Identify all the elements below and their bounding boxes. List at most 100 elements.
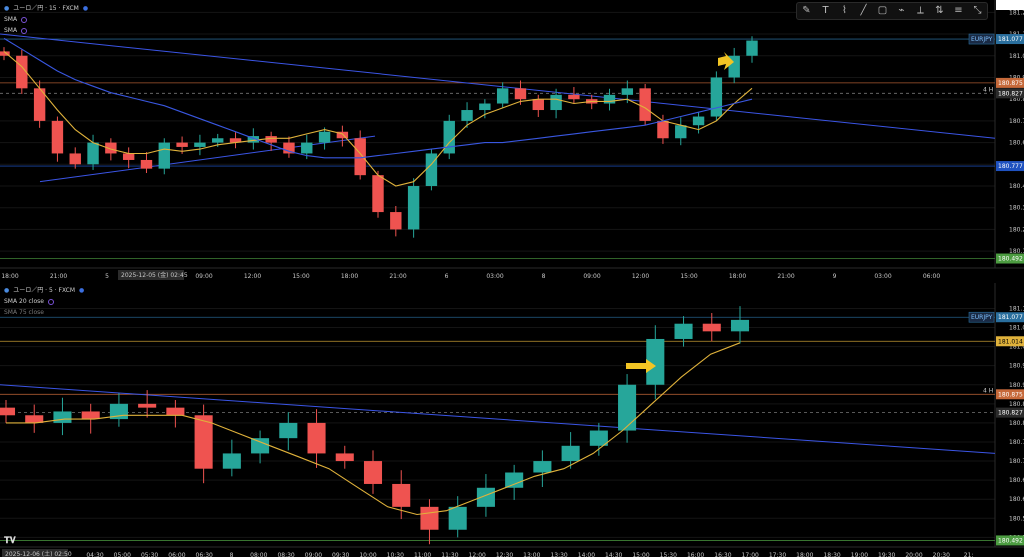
candle-body	[514, 88, 527, 100]
ruler-icon[interactable]: ⟂	[917, 5, 924, 16]
top-dot-icon: ●	[82, 5, 89, 12]
candle-body	[176, 142, 188, 147]
candle-body	[81, 411, 100, 420]
candle-body	[392, 483, 411, 507]
y-tick-label: 180.800	[1009, 420, 1024, 427]
path-icon[interactable]: ⌁	[898, 5, 905, 16]
candle-body	[646, 338, 665, 385]
x-tick-label: 09:30	[332, 552, 349, 557]
top-legend: ● ユーロ／円 · 15 · FXCM ● SMA SMA	[4, 3, 88, 36]
x-tick-label: 20:00	[905, 552, 922, 557]
rect-icon[interactable]: ▢	[877, 5, 888, 16]
symbol-icon: ●	[4, 287, 10, 294]
x-tick-label: 18:00	[796, 552, 813, 557]
x-tick-label: 21:	[964, 552, 974, 557]
x-tick-label: 18:00	[1, 273, 18, 280]
bottom-indicator-1[interactable]: SMA 20 close	[4, 298, 44, 305]
y-tick-label: 180.850	[1009, 401, 1024, 408]
candle-body	[138, 403, 157, 408]
candle-body	[0, 51, 10, 56]
candle-body	[122, 153, 135, 160]
x-tick-label: 19:00	[851, 552, 868, 557]
x-tick-label: 9	[833, 273, 837, 280]
x-tick-label: 05:30	[141, 552, 158, 557]
pen-icon[interactable]: ✎	[802, 5, 811, 16]
symbol-tag-bg	[968, 311, 995, 323]
y-tick-label: 180.600	[1009, 496, 1024, 503]
x-tick-label: 18:30	[823, 552, 840, 557]
trendline	[0, 33, 996, 139]
price-tag: 180.827	[996, 407, 1024, 418]
top-indicator-2[interactable]: SMA	[4, 27, 18, 34]
candle-body	[532, 99, 544, 111]
candle-body	[589, 430, 608, 446]
price-tag-bg	[996, 77, 1024, 88]
candle-body	[194, 415, 213, 469]
x-tick-label: 08:00	[250, 552, 267, 557]
price-tag-bg	[996, 88, 1024, 99]
x-tick-label: 21:00	[50, 273, 67, 280]
candle-body	[746, 40, 758, 56]
candle-body	[603, 94, 616, 104]
top-chart-svg[interactable]: 181.200181.100181.000180.900180.800180.7…	[0, 0, 1024, 282]
top-chart-pane[interactable]: ● ユーロ／円 · 15 · FXCM ● SMA SMA ✎ T ⌇ ╱ ▢ ⌁ …	[0, 0, 1024, 282]
candle-body	[550, 94, 562, 111]
candle-body	[390, 212, 402, 230]
x-tick-label: 06:00	[168, 552, 185, 557]
arrow-shape	[626, 359, 656, 373]
candle-body	[702, 323, 721, 332]
top-indicator-1[interactable]: SMA	[4, 16, 18, 23]
tv-logo-icon: 𝐓𝐕	[4, 536, 16, 546]
x-tick-label: 15:00	[680, 273, 697, 280]
x-tick-label: 09:00	[305, 552, 322, 557]
x-tick-label: 21:00	[389, 273, 406, 280]
candle-body	[505, 472, 524, 488]
settings-dot-icon[interactable]	[21, 16, 28, 23]
bottom-chart-pane[interactable]: ● ユーロ／円 · 5 · FXCM ● SMA 20 close SMA 75 c…	[0, 283, 1024, 557]
settings-dot-icon[interactable]	[48, 298, 54, 305]
sma-line	[3, 50, 753, 187]
price-tag-bg	[996, 389, 1024, 400]
x-tick-label: 03:00	[874, 273, 891, 280]
x-hover-bg	[118, 270, 184, 280]
x-tick-label: 5	[105, 273, 109, 280]
y-tick-label: 181.000	[1009, 344, 1024, 351]
cursor-icon[interactable]: ⤡	[973, 5, 982, 16]
top-title: ユーロ／円 · 15 · FXCM	[13, 5, 79, 12]
settings-dot-icon[interactable]	[21, 27, 28, 34]
candle-body	[335, 453, 354, 462]
candle-body	[16, 55, 28, 89]
x-tick-label: 8	[542, 273, 546, 280]
x-tick-label: 8	[230, 552, 234, 557]
measure-icon[interactable]: ⇅	[935, 5, 944, 16]
price-tag-bg	[996, 407, 1024, 418]
y-tick-label: 180.700	[1009, 458, 1024, 465]
price-tag: 180.875	[996, 77, 1024, 88]
x-tick-label: 09:00	[195, 273, 212, 280]
trendline	[39, 135, 376, 183]
candle-body	[140, 159, 153, 169]
candle-body	[336, 131, 349, 139]
x-tick-label: 08:30	[277, 552, 294, 557]
price-tag: 180.492	[996, 535, 1024, 546]
x-hover-bg	[2, 549, 68, 557]
x-tick-label: 13:30	[550, 552, 567, 557]
price-tag: 181.014	[996, 336, 1024, 347]
x-tick-label: 04:30	[86, 552, 103, 557]
candle-body	[618, 384, 637, 431]
symbol-tag-text: EURJPY	[971, 36, 993, 43]
x-hover-label: 2025-12-06 (土) 02:50	[2, 549, 72, 557]
fib-icon[interactable]: ≡	[954, 5, 963, 16]
bottom-title: ユーロ／円 · 5 · FXCM	[13, 287, 76, 294]
brush-icon[interactable]: ⌇	[842, 5, 847, 16]
price-tag: 180.492	[996, 253, 1024, 264]
x-tick-label: 18:00	[341, 273, 358, 280]
bottom-chart-svg[interactable]: 181.100 181.050 181.000 180.950 180.900 180.8…	[0, 283, 1024, 557]
trendline	[0, 384, 996, 454]
bottom-indicator-2[interactable]: SMA 75 close	[4, 309, 44, 316]
price-tag-text: 180.827	[998, 410, 1023, 417]
arrow-annotation	[718, 52, 734, 70]
line-icon[interactable]: ╱	[860, 5, 867, 16]
text-icon[interactable]: T	[822, 5, 829, 16]
y-tick-label: 181.200	[1009, 9, 1024, 16]
